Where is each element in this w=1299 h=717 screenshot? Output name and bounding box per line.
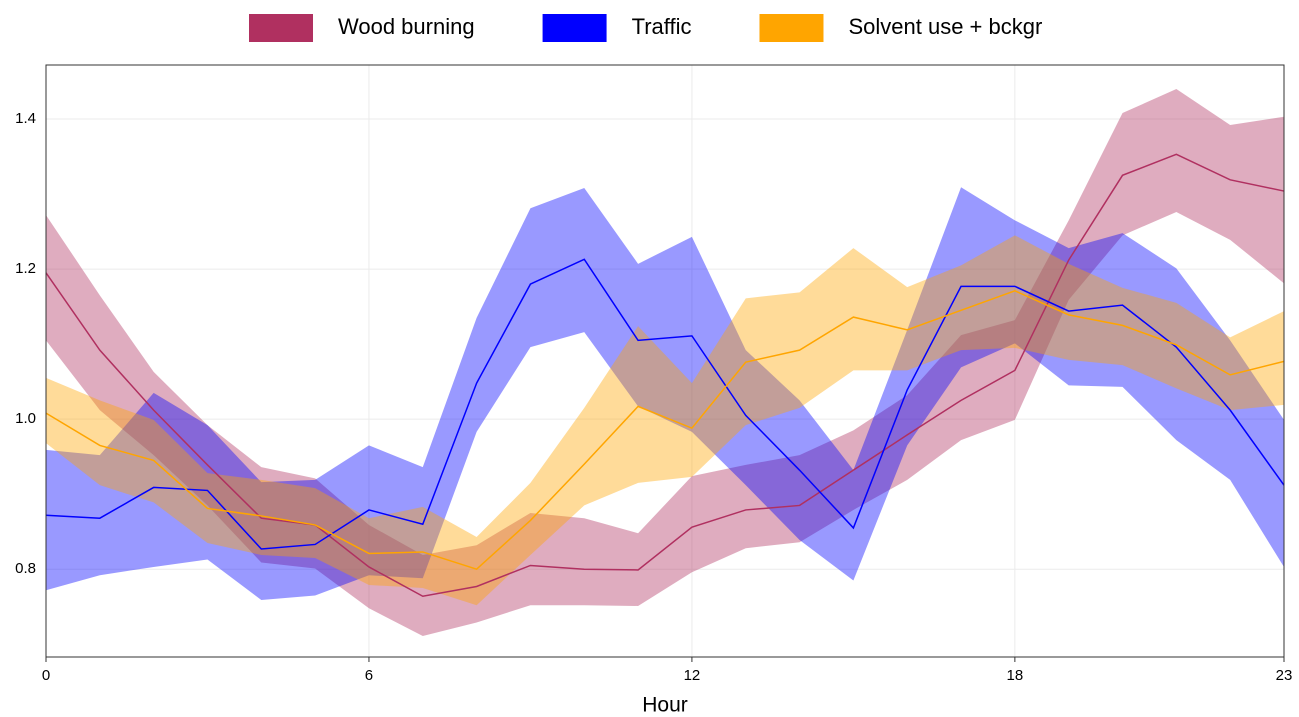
x-tick-label: 23 [1276,667,1293,684]
line [45,153,1285,598]
legend: Wood burning Traffic Solvent use + bckgr [249,14,1042,42]
y-tick-label: 1.4 [15,110,36,127]
legend-swatch [249,14,313,42]
band [46,187,1284,600]
bands [46,89,1284,636]
legend-label: Wood burning [338,14,475,39]
line [45,258,1285,550]
x-tick-label: 12 [684,667,701,684]
x-tick-label: 6 [365,667,373,684]
ticks: 0.8 1.0 1.2 1.4 0 6 12 18 23 [15,110,1292,684]
legend-swatch [759,14,824,42]
legend-swatch [542,14,607,42]
plot-frame [45,64,1285,658]
legend-label: Traffic [632,14,692,39]
y-tick-label: 0.8 [15,560,36,577]
y-tick-label: 1.0 [15,410,36,427]
x-axis-title: Hour [642,694,688,717]
band [46,235,1284,606]
band [46,89,1284,636]
line [45,290,1285,571]
lines [45,153,1285,598]
x-tick-label: 18 [1007,667,1024,684]
y-tick-label: 1.2 [15,260,36,277]
legend-label: Solvent use + bckgr [848,14,1042,39]
x-tick-label: 0 [42,667,50,684]
